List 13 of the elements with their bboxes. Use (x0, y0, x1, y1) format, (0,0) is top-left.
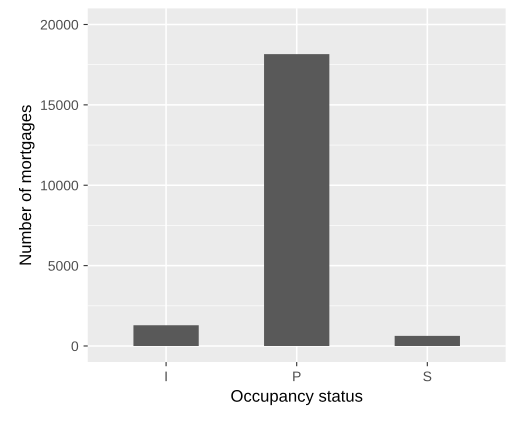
x-axis-title: Occupancy status (231, 390, 362, 406)
y-tick-label: 15000 (41, 100, 78, 110)
y-tick-label: 0 (72, 341, 78, 352)
y-tick-label: 5000 (48, 260, 78, 271)
bar (394, 336, 460, 346)
bar (133, 325, 199, 346)
x-tick-label: S (423, 371, 432, 382)
y-axis-title: Number of mortgages (18, 105, 35, 264)
y-tick-label: 20000 (40, 20, 78, 30)
bar (264, 54, 330, 346)
y-tick-label: 10000 (41, 180, 78, 190)
x-tick-label: I (165, 372, 167, 382)
x-tick-label: P (293, 372, 301, 382)
